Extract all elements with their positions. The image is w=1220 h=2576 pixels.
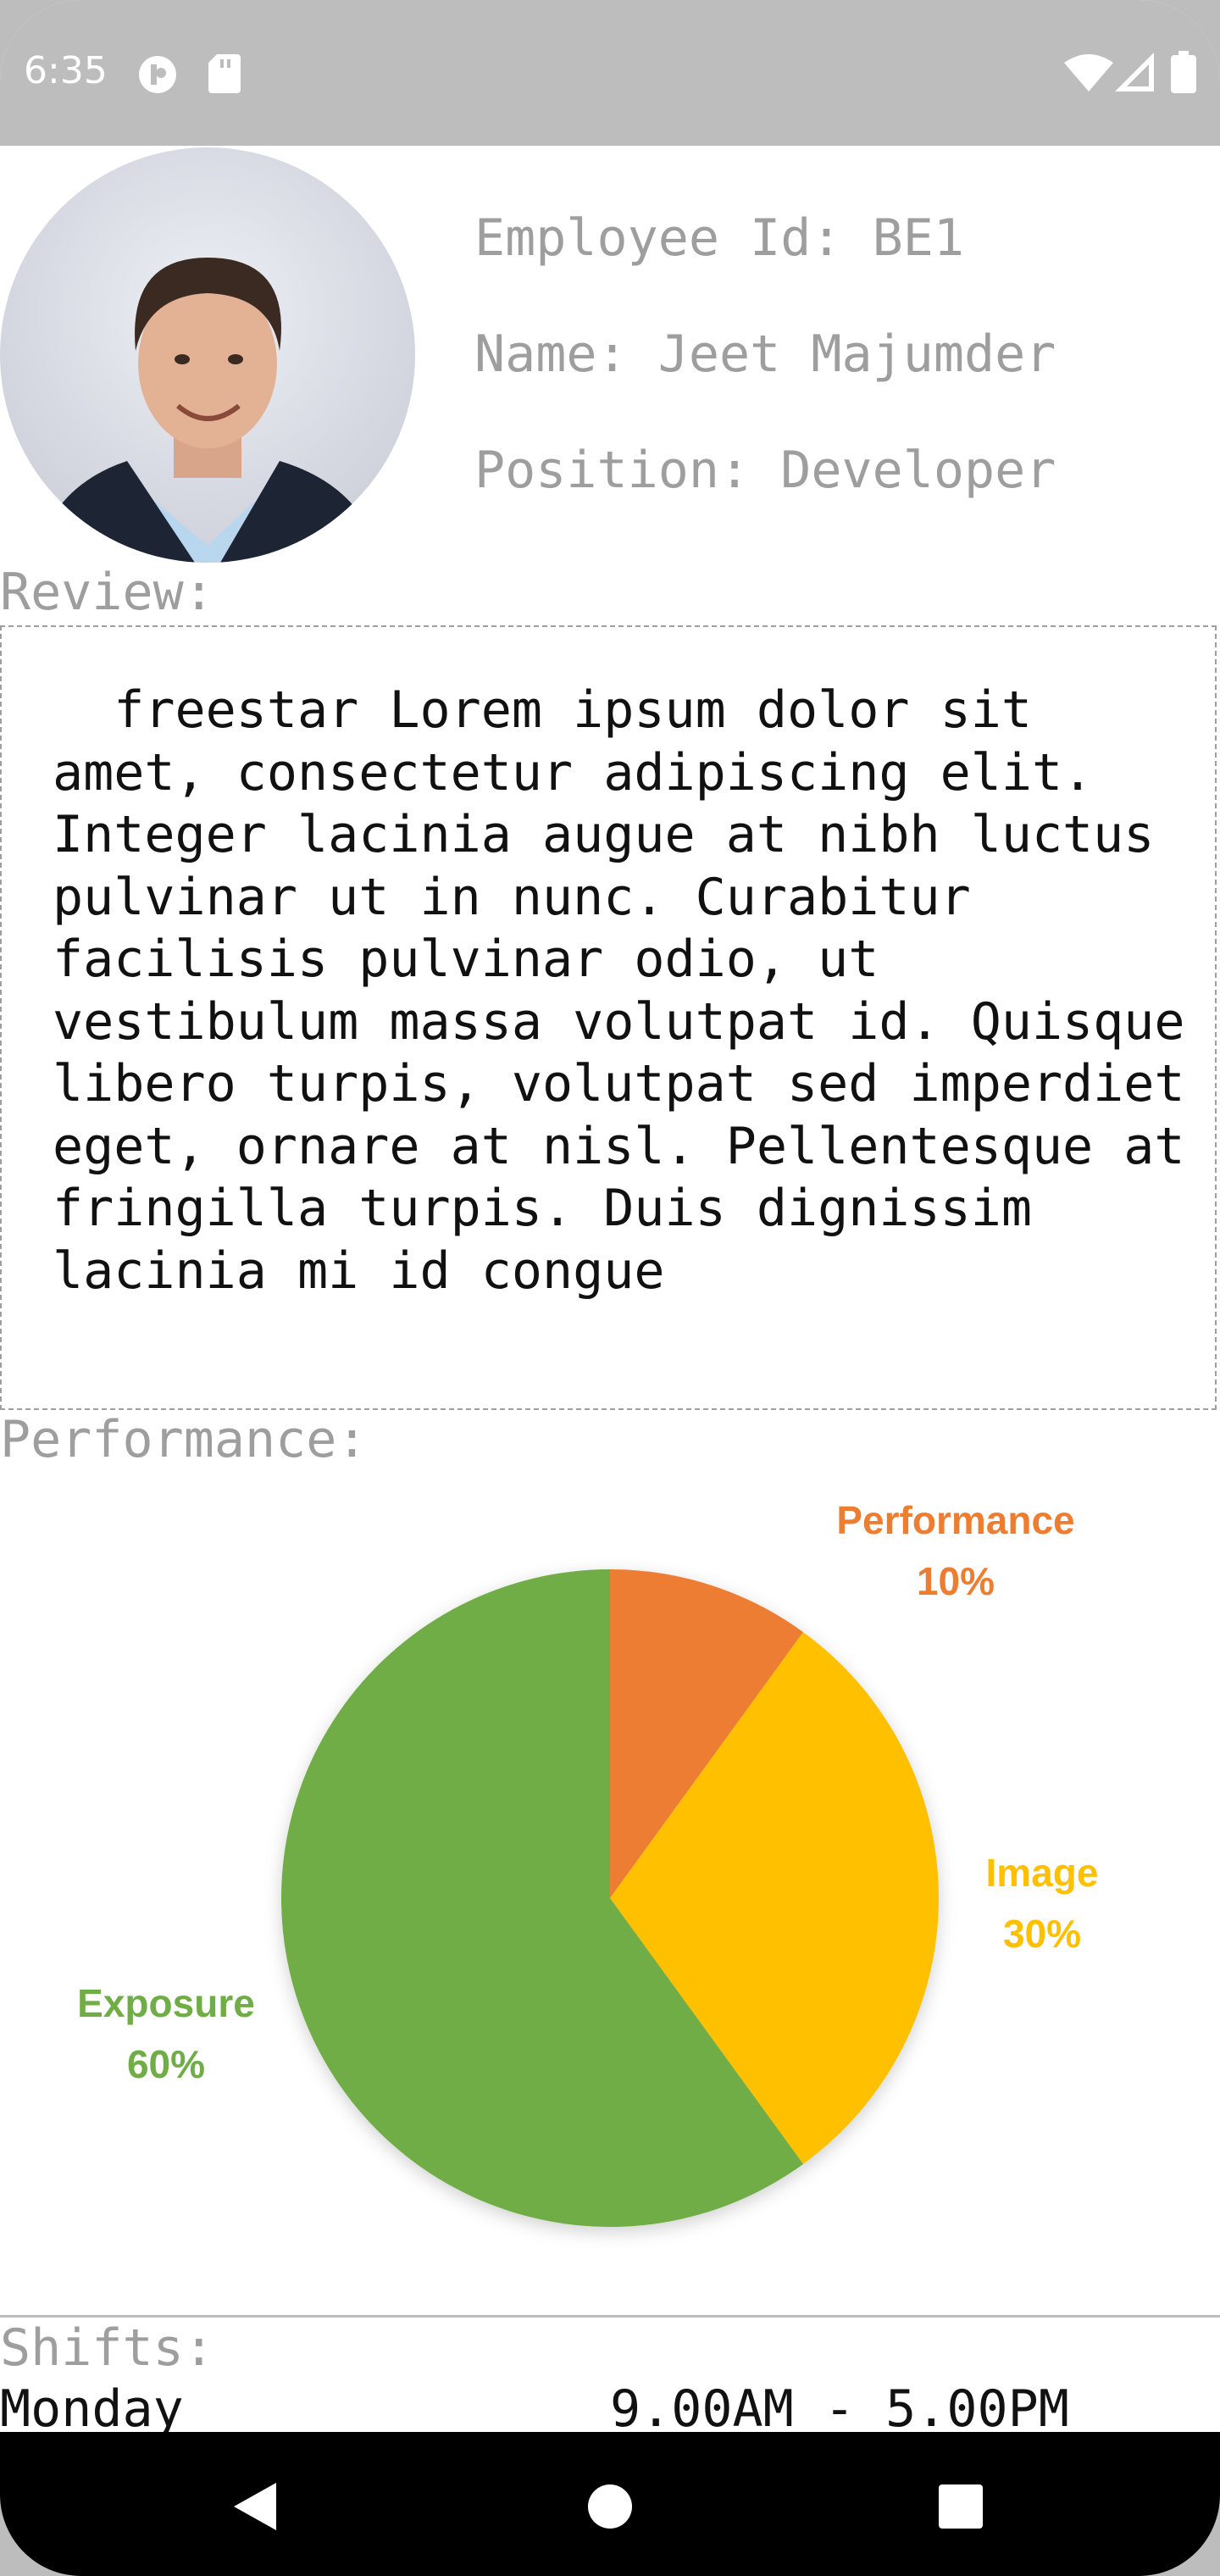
cellular-signal-icon	[1115, 53, 1154, 92]
divider	[0, 2315, 1220, 2318]
pie-label-image: Image	[986, 1851, 1099, 1895]
status-time: 6:35	[24, 49, 108, 92]
pie-value-image: 30%	[1003, 1912, 1081, 1956]
employee-avatar	[0, 147, 415, 563]
pie-label-performance: Performance	[836, 1498, 1074, 1542]
pie-label-exposure: Exposure	[77, 1981, 255, 2025]
performance-chart: Performance 10% Image 30% Exposure 60%	[0, 1466, 1220, 2305]
wifi-icon	[1064, 54, 1113, 92]
performance-label: Performance:	[0, 1410, 368, 1469]
review-text: freestar Lorem ipsum dolor sit amet, con…	[53, 680, 1216, 1301]
pie-slice-performance	[610, 1569, 804, 1898]
battery-icon	[1171, 51, 1196, 93]
shift-day: Monday	[0, 2379, 184, 2439]
pie-value-performance: 10%	[917, 1559, 995, 1603]
pie-slice-exposure	[280, 1569, 804, 2227]
recents-icon[interactable]	[939, 2484, 983, 2529]
employee-id: Employee Id: BE1	[474, 208, 964, 268]
back-icon[interactable]	[234, 2483, 276, 2530]
review-label: Review:	[0, 563, 214, 622]
employee-name: Name: Jeet Majumder	[474, 325, 1056, 384]
shift-time: 9.00AM - 5.00PM	[610, 2379, 1069, 2439]
shifts-label: Shifts:	[0, 2318, 214, 2378]
status-bar: 6:35	[0, 0, 1220, 146]
pie-slice-image	[610, 1632, 939, 2164]
pie-chart: Performance 10% Image 30% Exposure 60%	[77, 1498, 1099, 2227]
review-box: freestar Lorem ipsum dolor sit amet, con…	[0, 625, 1217, 1410]
navigation-bar	[0, 2432, 1220, 2576]
employee-position: Position: Developer	[474, 441, 1056, 500]
sd-card-icon	[208, 54, 241, 93]
home-icon[interactable]	[588, 2484, 632, 2529]
pie-value-exposure: 60%	[127, 2042, 205, 2086]
app-notification-icon	[139, 56, 176, 93]
